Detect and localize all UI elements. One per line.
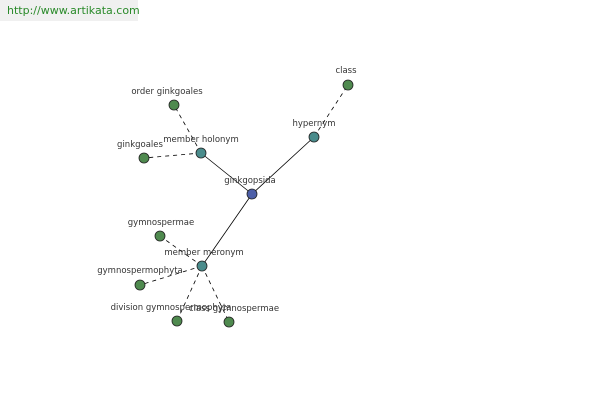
edge xyxy=(143,152,202,159)
node-label: gymnospermophyta xyxy=(97,266,183,276)
node-label: order ginkgoales xyxy=(131,87,203,97)
node-label: member meronym xyxy=(164,248,243,258)
node-label: hypernym xyxy=(292,119,335,129)
node-label: member holonym xyxy=(163,135,238,145)
edge xyxy=(201,193,253,267)
edge xyxy=(139,265,203,286)
node-label: division gymnospermophyta xyxy=(111,303,232,313)
node[interactable] xyxy=(138,152,150,164)
node[interactable] xyxy=(168,99,180,111)
edge xyxy=(201,265,230,323)
node[interactable] xyxy=(134,279,146,291)
node[interactable] xyxy=(246,188,258,200)
node-label: ginkgopsida xyxy=(224,176,275,186)
node[interactable] xyxy=(195,147,207,159)
node[interactable] xyxy=(308,131,320,143)
node[interactable] xyxy=(171,315,183,327)
node[interactable] xyxy=(154,230,166,242)
node-label: gymnospermae xyxy=(128,218,194,228)
edge xyxy=(200,152,253,195)
node-label: class gymnospermae xyxy=(189,304,279,314)
node[interactable] xyxy=(223,316,235,328)
url-bar: http://www.artikata.com xyxy=(0,0,140,21)
node-label: class xyxy=(335,66,357,76)
edge xyxy=(251,136,315,195)
url-link[interactable]: http://www.artikata.com xyxy=(7,4,140,17)
edge xyxy=(313,84,349,138)
edge xyxy=(173,104,202,154)
node-label: ginkgoales xyxy=(117,140,163,150)
node[interactable] xyxy=(342,79,354,91)
edge xyxy=(176,265,203,322)
node[interactable] xyxy=(196,260,208,272)
edge xyxy=(159,235,203,267)
